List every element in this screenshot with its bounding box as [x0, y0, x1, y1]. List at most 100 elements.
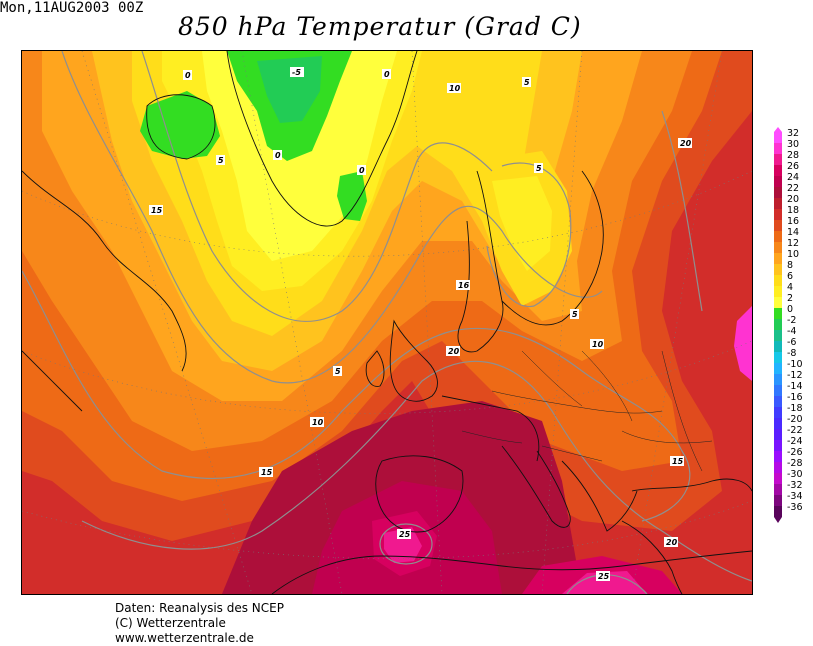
contour-label-bg [446, 346, 460, 356]
legend-label: 14 [787, 227, 799, 238]
contour-label-bg [670, 456, 684, 466]
legend-label: 12 [787, 238, 799, 249]
field-minus2 [257, 56, 322, 123]
legend-swatch [774, 396, 782, 407]
field-30-east [734, 306, 752, 381]
contour-label-bg [678, 138, 692, 148]
legend-label: -6 [787, 337, 796, 348]
field-4-scandinavia [492, 176, 552, 271]
coast-balkans [561, 460, 638, 532]
contour-label: 5 [218, 156, 224, 165]
legend-label: 8 [787, 260, 793, 271]
contour-label: 0 [359, 166, 365, 175]
contour-label-bg [664, 537, 678, 547]
credit-website: www.wetterzentrale.de [115, 631, 254, 645]
contour-label-bg [183, 70, 192, 80]
coast-levant [621, 520, 683, 594]
legend-swatch [774, 209, 782, 220]
legend-label: -8 [787, 348, 796, 359]
contour-label-bg [596, 571, 610, 581]
contour-label: 10 [449, 84, 461, 93]
legend-label: 26 [787, 161, 799, 172]
legend-scale: 32302826242220181614121086420-2-4-6-8-10… [774, 127, 803, 523]
coastlines [22, 51, 752, 594]
legend-swatch [774, 253, 782, 264]
field-0-greenland-east [337, 171, 367, 221]
legend-label: 32 [787, 128, 799, 139]
field-28-sahara [562, 571, 647, 594]
legend-swatch [774, 143, 782, 154]
contour-label: 5 [572, 310, 578, 319]
contour-label: 15 [672, 457, 684, 466]
contour-label: 0 [384, 70, 390, 79]
contour-label-bg [310, 417, 324, 427]
isotherms [22, 51, 752, 594]
contour-label-bg [333, 366, 342, 376]
legend-swatch [774, 484, 782, 495]
isotherm-5 [141, 51, 493, 322]
contour-label-bg [534, 163, 543, 173]
coast-labrador [22, 170, 187, 372]
color-legend: 32 30 28 26 24 22 20 18 16 14 12 10 8 6 4 2 0 -2 -4 -6 -8 -10… [770, 127, 813, 524]
contour-label-bg [456, 280, 470, 290]
legend-swatch [774, 319, 782, 330]
legend-swatch [774, 165, 782, 176]
legend-swatch [774, 330, 782, 341]
coast-britain [389, 319, 438, 402]
legend-label: 6 [787, 271, 793, 282]
contour-label-bg [149, 205, 163, 215]
legend-swatch [774, 495, 782, 506]
legend-swatch [774, 264, 782, 275]
contour-label: 15 [151, 206, 163, 215]
legend-swatch [774, 473, 782, 484]
legend-label: 22 [787, 183, 799, 194]
contour-label: 25 [598, 572, 610, 581]
coast-baffin [146, 94, 216, 160]
contour-label: 5 [335, 367, 341, 376]
legend-label: -28 [787, 458, 803, 469]
contour-label: -5 [292, 68, 301, 77]
contour-label-bg [590, 339, 604, 349]
legend-label: 18 [787, 205, 799, 216]
legend-swatch [774, 220, 782, 231]
isotherm-20 [81, 360, 752, 582]
temperature-map: 0 -5 0 0 0 5 10 5 15 20 5 16 5 10 20 5 10 15 15 25 20 25 [21, 50, 753, 595]
contour-label-bg [259, 467, 273, 477]
legend-label: -20 [787, 414, 803, 425]
legend-label: 0 [787, 304, 793, 315]
legend-label: -14 [787, 381, 803, 392]
contour-label: 20 [448, 347, 460, 356]
coast-italy [501, 445, 571, 528]
legend-swatch [774, 187, 782, 198]
map-canvas: 0 -5 0 0 0 5 10 5 15 20 5 16 5 10 20 5 10 15 15 25 20 25 [22, 51, 752, 594]
contour-labels: 0 -5 0 0 0 5 10 5 15 20 5 16 5 10 20 5 10 15 15 25 20 25 [149, 67, 692, 581]
contour-label: 5 [524, 78, 530, 87]
contour-label: 20 [666, 538, 678, 547]
legend-label: -32 [787, 480, 803, 491]
legend-label: -34 [787, 491, 803, 502]
legend-top-arrow [774, 127, 782, 132]
legend-label: 16 [787, 216, 799, 227]
isotherm-15 [22, 270, 691, 522]
coast-greenland [226, 51, 418, 227]
chart-title: 850 hPa Temperatur (Grad C) [178, 12, 582, 41]
contour-label: 25 [399, 530, 411, 539]
legend-swatch [774, 242, 782, 253]
legend-label: 20 [787, 194, 799, 205]
legend-label: -22 [787, 425, 803, 436]
legend-swatch [774, 429, 782, 440]
legend-label: 4 [787, 282, 793, 293]
legend-swatch [774, 308, 782, 319]
legend-label: -24 [787, 436, 803, 447]
legend-swatch [774, 286, 782, 297]
credits: Daten: Reanalysis des NCEP (C) Wetterzen… [115, 601, 284, 646]
legend-label: -2 [787, 315, 796, 326]
coast-newfoundland [22, 350, 83, 412]
legend-swatch [774, 352, 782, 363]
contour-label-bg [447, 83, 461, 93]
legend-swatch [774, 341, 782, 352]
legend-swatch [774, 154, 782, 165]
coast-blacksea [631, 478, 752, 492]
legend-label: -30 [787, 469, 803, 480]
legend-label: -4 [787, 326, 796, 337]
